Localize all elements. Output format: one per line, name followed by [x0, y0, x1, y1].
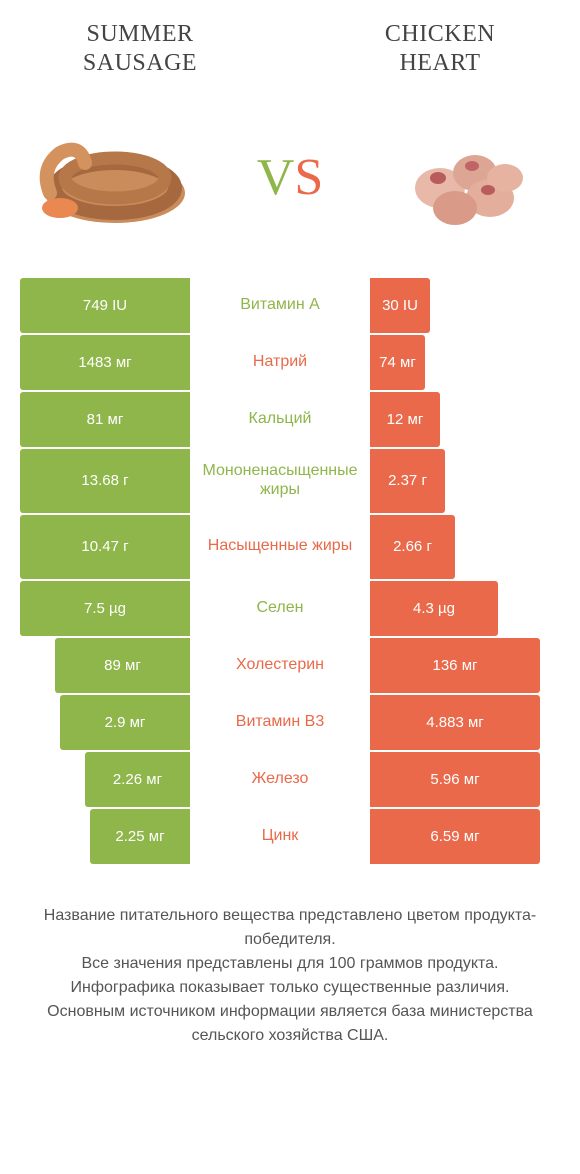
right-cell-wrap: 2.66 г [370, 515, 540, 579]
left-cell-wrap: 2.25 мг [20, 809, 190, 864]
comparison-table: 749 IUВитамин A30 IU1483 мгНатрий74 мг81… [0, 278, 580, 864]
left-cell-wrap: 1483 мг [20, 335, 190, 390]
nutrient-label: Витамин B3 [190, 695, 370, 750]
title-left: SUMMER SAUSAGE [40, 20, 240, 78]
food-image-left [30, 118, 200, 238]
table-row: 81 мгКальций12 мг [20, 392, 560, 447]
table-row: 13.68 гМононенасыщенные жиры2.37 г [20, 449, 560, 513]
right-cell-wrap: 5.96 мг [370, 752, 540, 807]
left-value: 2.25 мг [90, 809, 190, 864]
right-cell-wrap: 30 IU [370, 278, 540, 333]
footer-line: Название питательного вещества представл… [20, 904, 560, 952]
nutrient-label: Селен [190, 581, 370, 636]
left-value: 7.5 µg [20, 581, 190, 636]
left-value: 10.47 г [20, 515, 190, 579]
nutrient-label: Холестерин [190, 638, 370, 693]
nutrient-label: Цинк [190, 809, 370, 864]
left-cell-wrap: 10.47 г [20, 515, 190, 579]
right-value: 6.59 мг [370, 809, 540, 864]
left-value: 13.68 г [20, 449, 190, 513]
right-value: 30 IU [370, 278, 430, 333]
right-cell-wrap: 74 мг [370, 335, 540, 390]
left-cell-wrap: 2.9 мг [20, 695, 190, 750]
nutrient-label: Кальций [190, 392, 370, 447]
right-value: 136 мг [370, 638, 540, 693]
right-value: 5.96 мг [370, 752, 540, 807]
right-value: 12 мг [370, 392, 440, 447]
vs-s: S [294, 149, 323, 206]
right-cell-wrap: 12 мг [370, 392, 540, 447]
left-cell-wrap: 2.26 мг [20, 752, 190, 807]
footer-notes: Название питательного вещества представл… [0, 864, 580, 1068]
left-cell-wrap: 81 мг [20, 392, 190, 447]
vs-v: V [257, 149, 295, 206]
right-value: 2.37 г [370, 449, 445, 513]
right-cell-wrap: 6.59 мг [370, 809, 540, 864]
right-cell-wrap: 2.37 г [370, 449, 540, 513]
nutrient-label: Витамин A [190, 278, 370, 333]
header: SUMMER SAUSAGE CHICKEN HEART [0, 0, 580, 88]
table-row: 7.5 µgСелен4.3 µg [20, 581, 560, 636]
table-row: 1483 мгНатрий74 мг [20, 335, 560, 390]
table-row: 2.25 мгЦинк6.59 мг [20, 809, 560, 864]
table-row: 2.9 мгВитамин B34.883 мг [20, 695, 560, 750]
left-value: 2.9 мг [60, 695, 190, 750]
footer-line: Основным источником информации является … [20, 1000, 560, 1048]
nutrient-label: Натрий [190, 335, 370, 390]
left-value: 81 мг [20, 392, 190, 447]
table-row: 2.26 мгЖелезо5.96 мг [20, 752, 560, 807]
vs-row: VS [0, 88, 580, 278]
right-value: 4.3 µg [370, 581, 498, 636]
footer-line: Инфографика показывает только существенн… [20, 976, 560, 1000]
nutrient-label: Железо [190, 752, 370, 807]
vs-label: VS [257, 148, 323, 207]
right-value: 4.883 мг [370, 695, 540, 750]
right-value: 2.66 г [370, 515, 455, 579]
right-cell-wrap: 4.3 µg [370, 581, 540, 636]
footer-line: Все значения представлены для 100 граммо… [20, 952, 560, 976]
left-cell-wrap: 749 IU [20, 278, 190, 333]
left-value: 749 IU [20, 278, 190, 333]
left-value: 89 мг [55, 638, 190, 693]
food-image-right [380, 118, 550, 238]
left-cell-wrap: 89 мг [20, 638, 190, 693]
right-cell-wrap: 136 мг [370, 638, 540, 693]
right-cell-wrap: 4.883 мг [370, 695, 540, 750]
table-row: 89 мгХолестерин136 мг [20, 638, 560, 693]
nutrient-label: Мононенасыщенные жиры [190, 449, 370, 513]
table-row: 749 IUВитамин A30 IU [20, 278, 560, 333]
right-value: 74 мг [370, 335, 425, 390]
left-value: 2.26 мг [85, 752, 190, 807]
title-right: CHICKEN HEART [340, 20, 540, 78]
nutrient-label: Насыщенные жиры [190, 515, 370, 579]
left-value: 1483 мг [20, 335, 190, 390]
left-cell-wrap: 13.68 г [20, 449, 190, 513]
table-row: 10.47 гНасыщенные жиры2.66 г [20, 515, 560, 579]
left-cell-wrap: 7.5 µg [20, 581, 190, 636]
